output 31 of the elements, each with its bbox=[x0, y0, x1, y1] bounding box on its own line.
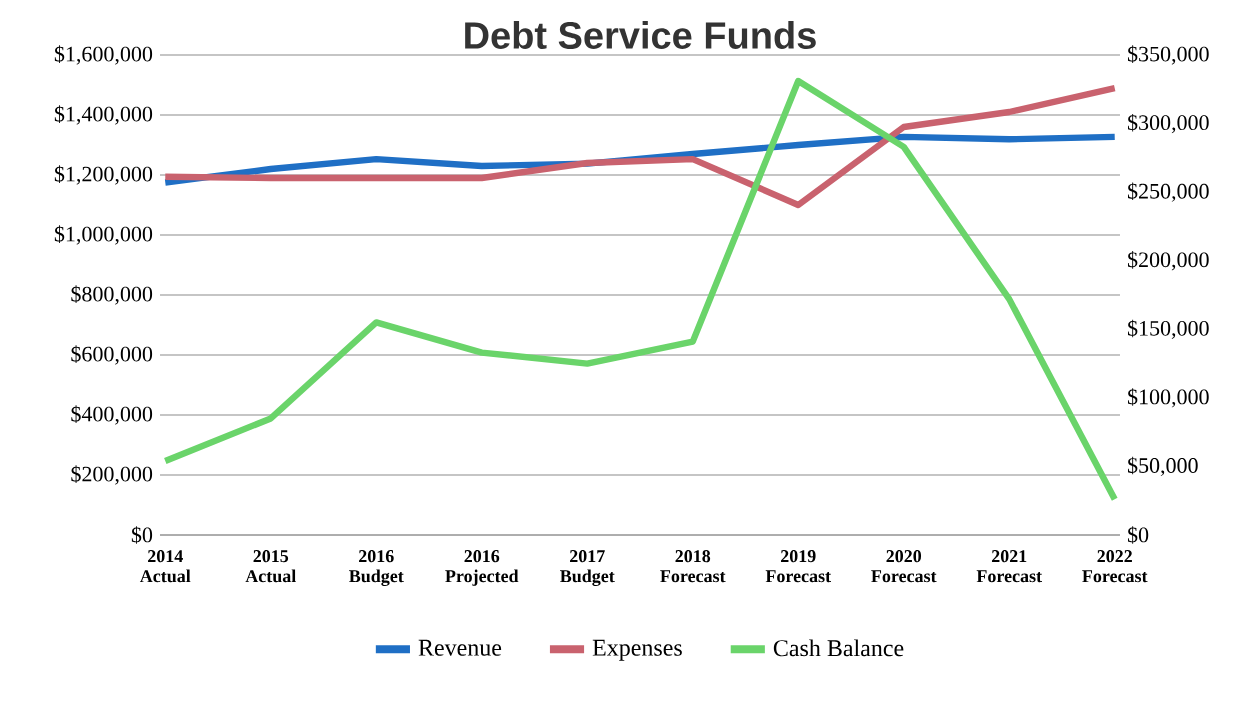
x-tick-label: 2021 Forecast bbox=[976, 550, 1042, 583]
x-tick-label: 2022 Forecast bbox=[1082, 550, 1148, 583]
x-tick-label: 2017 Budget bbox=[560, 550, 615, 587]
y2-tick-label: $100,000 bbox=[1128, 388, 1209, 408]
y-tick-label: $200,000 bbox=[71, 465, 153, 485]
y2-tick-label: $50,000 bbox=[1128, 456, 1198, 477]
x-tick-label: 2016 Budget bbox=[349, 550, 404, 587]
y-tick-label: $1,000,000 bbox=[54, 225, 153, 245]
x-tick-label: 2018 Forecast bbox=[660, 550, 726, 583]
chart-title: Debt Service Funds bbox=[465, 21, 816, 49]
x-tick-label: 2014 Actual bbox=[139, 550, 191, 583]
legend-label: Revenue bbox=[418, 639, 502, 656]
x-tick-label: 2019 Forecast bbox=[765, 550, 831, 583]
y-tick-label: $600,000 bbox=[71, 345, 153, 365]
legend-label: Cash Balance bbox=[773, 639, 904, 657]
y2-tick-label: $0 bbox=[1128, 526, 1149, 544]
x-tick-label: 2016 Projected bbox=[445, 550, 519, 586]
y-tick-label: $1,400,000 bbox=[54, 105, 153, 125]
y2-tick-label: $300,000 bbox=[1128, 113, 1209, 134]
y2-tick-label: $150,000 bbox=[1128, 319, 1209, 339]
y2-tick-label: $200,000 bbox=[1128, 251, 1209, 271]
x-tick-label: 2020 Forecast bbox=[871, 550, 937, 583]
legend-label: Expenses bbox=[592, 639, 682, 661]
y-tick-label: $800,000 bbox=[71, 285, 153, 305]
y2-tick-label: $250,000 bbox=[1128, 182, 1209, 202]
y-tick-label: $400,000 bbox=[71, 405, 153, 425]
y-tick-label: $1,600,000 bbox=[54, 45, 153, 65]
y2-tick-label: $350,000 bbox=[1128, 45, 1209, 65]
y-tick-label: $1,200,000 bbox=[54, 165, 153, 185]
x-tick-label: 2015 Actual bbox=[245, 550, 296, 583]
y-tick-label: $0 bbox=[131, 526, 153, 544]
